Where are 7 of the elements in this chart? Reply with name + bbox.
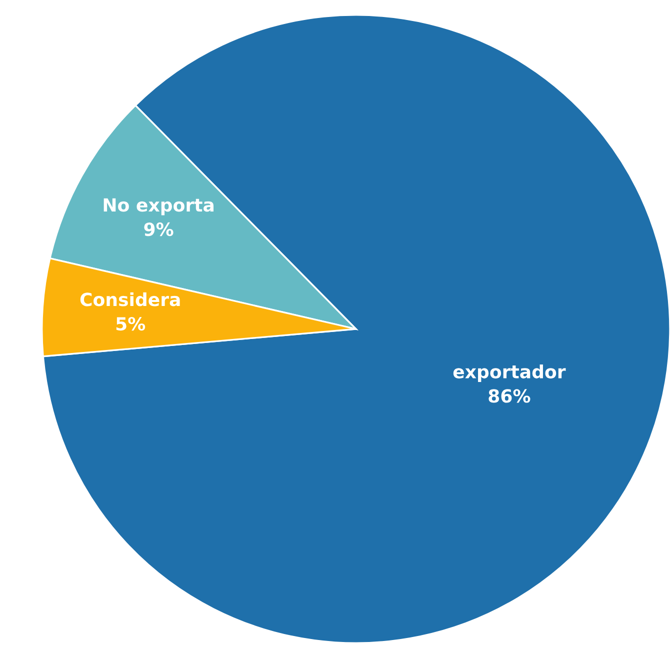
data-label: 9% xyxy=(144,222,174,236)
slice-label: exportador xyxy=(453,364,566,382)
data-label: 5% xyxy=(116,316,146,331)
slice-label: No exporta xyxy=(104,198,214,216)
slice-label: Considera xyxy=(80,292,180,306)
pie-slice xyxy=(42,14,670,644)
data-label: 86% xyxy=(488,389,530,403)
